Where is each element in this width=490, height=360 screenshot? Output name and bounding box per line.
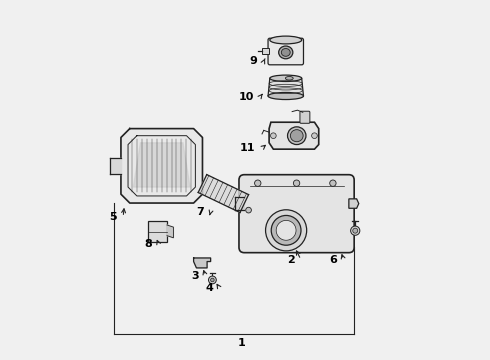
Circle shape: [211, 278, 214, 282]
Text: 9: 9: [249, 56, 257, 66]
Text: 4: 4: [205, 283, 213, 293]
Circle shape: [353, 228, 358, 233]
Polygon shape: [167, 225, 173, 238]
Text: 7: 7: [196, 207, 204, 217]
Circle shape: [245, 207, 251, 213]
Circle shape: [294, 180, 300, 186]
Polygon shape: [269, 122, 319, 149]
Ellipse shape: [270, 36, 302, 44]
Circle shape: [271, 215, 301, 245]
FancyBboxPatch shape: [300, 111, 310, 123]
Circle shape: [270, 133, 276, 139]
Circle shape: [255, 180, 261, 186]
Ellipse shape: [281, 49, 290, 56]
Text: 6: 6: [329, 255, 337, 265]
Ellipse shape: [268, 93, 303, 100]
Polygon shape: [194, 258, 211, 268]
Text: 8: 8: [145, 239, 152, 249]
Text: 11: 11: [240, 143, 256, 153]
Polygon shape: [349, 199, 359, 208]
FancyBboxPatch shape: [262, 48, 270, 54]
Polygon shape: [198, 175, 248, 212]
Circle shape: [312, 133, 318, 139]
Circle shape: [208, 276, 216, 284]
Ellipse shape: [279, 46, 293, 59]
Circle shape: [351, 226, 360, 235]
Text: 1: 1: [237, 338, 245, 348]
Ellipse shape: [285, 77, 293, 80]
Circle shape: [276, 220, 296, 240]
Ellipse shape: [288, 127, 306, 145]
Circle shape: [266, 210, 307, 251]
Ellipse shape: [270, 75, 302, 81]
Text: 3: 3: [191, 271, 199, 281]
Polygon shape: [121, 129, 202, 203]
Text: 2: 2: [287, 255, 294, 265]
Bar: [147, 221, 167, 242]
Polygon shape: [133, 143, 190, 187]
Circle shape: [330, 180, 336, 186]
Ellipse shape: [291, 130, 303, 142]
Text: 10: 10: [239, 92, 254, 102]
Polygon shape: [110, 158, 121, 174]
FancyBboxPatch shape: [239, 175, 354, 253]
Polygon shape: [235, 197, 245, 210]
Text: 5: 5: [109, 212, 117, 222]
Polygon shape: [268, 78, 303, 96]
FancyBboxPatch shape: [268, 38, 303, 65]
